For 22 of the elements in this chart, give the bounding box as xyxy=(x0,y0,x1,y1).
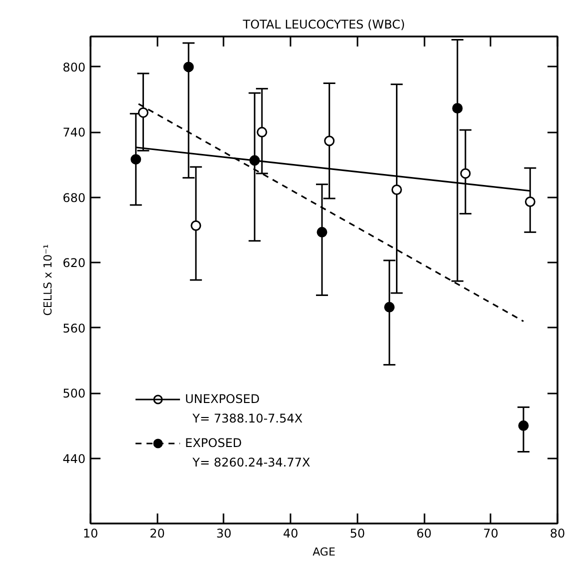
x-tick-label: 60 xyxy=(416,526,432,540)
chart-title: TOTAL LEUCOCYTES (WBC) xyxy=(242,18,406,32)
annotation: Y= 8260.24-34.77X xyxy=(192,456,310,470)
legend-label: EXPOSED xyxy=(185,436,242,450)
annotation: Y= 7388.10-7.54X xyxy=(192,412,303,426)
y-tick-label: 620 xyxy=(62,256,86,270)
x-tick-label: 40 xyxy=(283,526,298,540)
y-axis-title: CELLS x 10⁻¹ xyxy=(42,244,55,316)
y-tick-label: 500 xyxy=(62,386,86,401)
x-tick-label: 50 xyxy=(350,526,366,540)
x-axis-title: AGE xyxy=(312,546,336,558)
x-tick-label: 80 xyxy=(550,526,566,540)
y-tick-label: 560 xyxy=(62,321,86,336)
y-tick-label: 800 xyxy=(62,60,86,74)
x-tick-label: 10 xyxy=(82,526,98,540)
legend-label: UNEXPOSED xyxy=(185,392,260,406)
y-tick-label: 740 xyxy=(62,126,86,140)
x-tick-label: 70 xyxy=(483,526,498,540)
y-tick-label: 680 xyxy=(62,190,86,205)
y-tick-label: 440 xyxy=(62,452,86,466)
x-tick-label: 20 xyxy=(150,526,165,540)
x-tick-label: 30 xyxy=(216,526,232,540)
